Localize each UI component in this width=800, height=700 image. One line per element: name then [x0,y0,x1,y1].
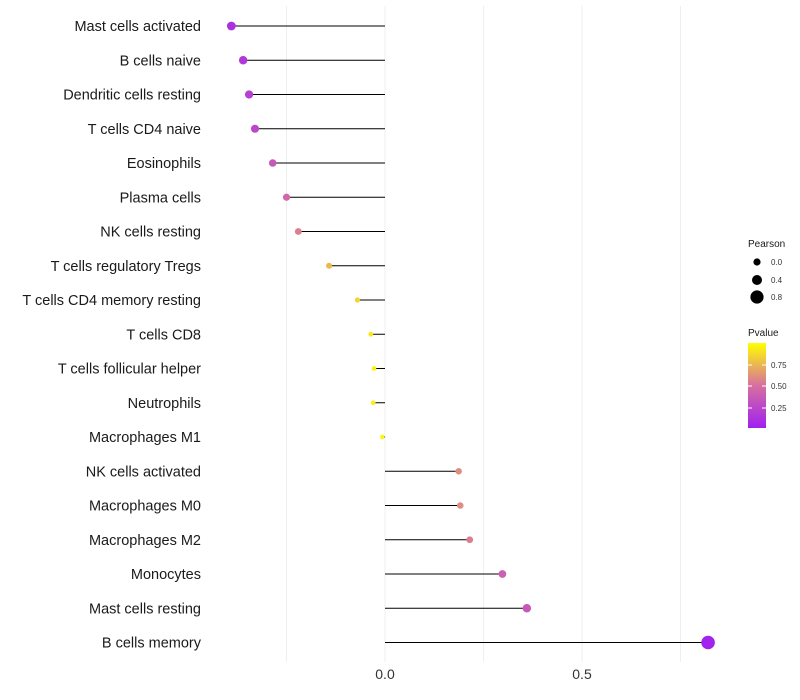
category-label: Eosinophils [127,156,201,172]
legend-pvalue: Pvalue 0.75 0.50 0.25 [748,328,787,428]
legend-color-label-1: 0.50 [771,382,787,391]
category-label: Mast cells activated [74,19,201,35]
legend-size-dot-2 [750,290,764,304]
category-labels: Mast cells activated B cells naive Dendrit… [22,19,201,652]
lollipop-point [701,635,715,650]
legend-size-label-0: 0.0 [771,258,783,267]
x-tick-label-1: 0.5 [572,666,592,682]
lollipop-point [456,502,464,509]
category-label: NK cells resting [100,225,201,241]
legend-size-dot-1 [752,275,762,285]
legend-pearson: Pearson 0.0 0.4 0.8 [748,239,785,304]
category-label: Monocytes [131,567,201,583]
category-label: T cells follicular helper [58,362,201,378]
grid-lines [286,6,681,662]
category-label: Plasma cells [120,190,201,206]
legend-size-title: Pearson [748,239,785,250]
lollipop-point [498,570,507,578]
x-axis: 0.0 0.5 [375,666,592,682]
category-label: Neutrophils [128,396,201,412]
lollipop-point [282,193,291,201]
category-label: Mast cells resting [89,601,201,617]
lollipop-point [238,56,248,65]
category-label: NK cells activated [86,464,201,480]
category-label: T cells CD4 naive [88,122,201,138]
category-label: B cells memory [102,636,202,652]
category-label: B cells naive [120,53,201,69]
legend-size-dot-0 [753,258,761,266]
lollipop-points [226,21,715,650]
legend-size-label-2: 0.8 [771,293,783,302]
lollipop-point [244,90,254,99]
legend-color-title: Pvalue [748,328,779,339]
category-label: T cells CD4 memory resting [22,293,201,309]
x-tick-label-0: 0.0 [375,666,395,682]
category-label: T cells regulatory Tregs [51,259,201,275]
lollipop-point [226,21,236,31]
lollipop-point [371,366,377,371]
lollipop-point [268,159,277,167]
legend-color-label-0: 0.75 [771,361,787,370]
lollipop-point [380,434,385,440]
lollipop-point [250,124,260,133]
lollipop-point [326,262,333,269]
category-label: Macrophages M2 [89,533,201,549]
legend-colorbar [748,343,766,428]
lollipop-point [455,468,462,475]
lollipop-point [368,331,374,337]
lollipop-stems [231,25,709,643]
category-label: T cells CD8 [126,327,201,343]
lollipop-point [294,228,302,235]
lollipop-point [354,297,361,303]
legend-size-label-1: 0.4 [771,276,783,285]
legend-color-label-2: 0.25 [771,404,787,413]
category-label: Macrophages M0 [89,499,201,515]
lollipop-point [522,604,532,613]
category-label: Macrophages M1 [89,430,201,446]
lollipop-point [466,536,474,544]
lollipop-point [370,400,376,406]
category-label: Dendritic cells resting [63,88,201,104]
